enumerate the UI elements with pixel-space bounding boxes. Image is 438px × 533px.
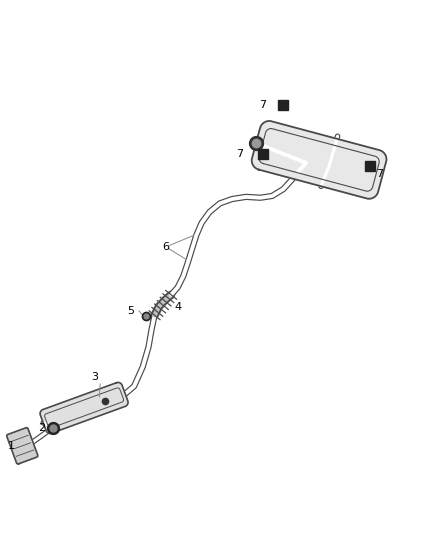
- Text: 7: 7: [237, 149, 244, 159]
- Text: 3: 3: [92, 373, 99, 383]
- Text: 7: 7: [259, 100, 266, 110]
- Polygon shape: [252, 121, 386, 199]
- Text: 5: 5: [127, 306, 134, 316]
- Text: 1: 1: [7, 441, 14, 451]
- Text: 6: 6: [162, 242, 170, 252]
- Text: 7: 7: [377, 169, 384, 179]
- Polygon shape: [40, 383, 128, 433]
- Text: 2: 2: [38, 423, 45, 433]
- Text: 4: 4: [174, 302, 181, 312]
- Polygon shape: [7, 427, 38, 464]
